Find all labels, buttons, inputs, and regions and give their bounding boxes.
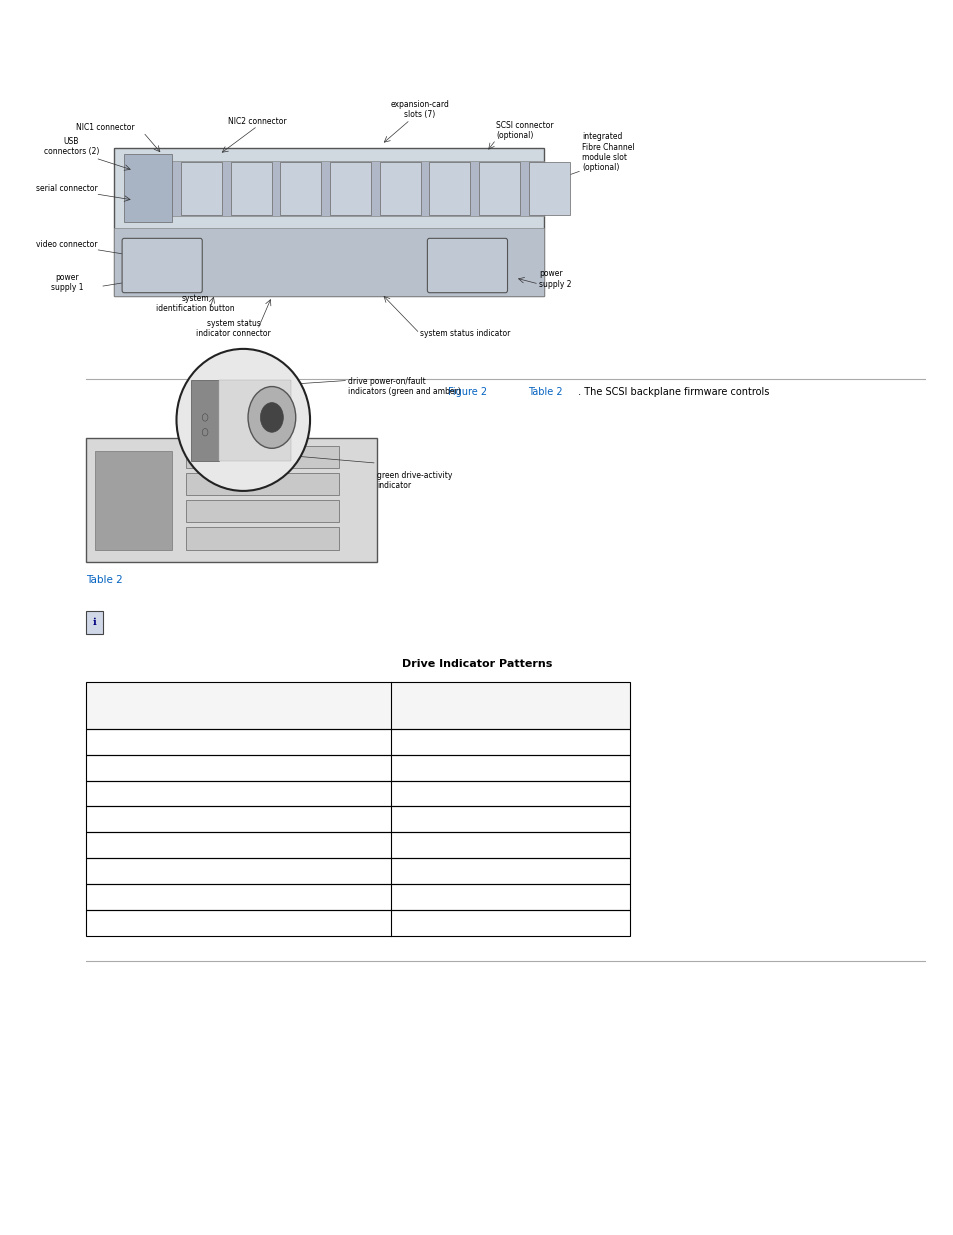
- Bar: [114, 228, 543, 296]
- Bar: [86, 781, 629, 806]
- Circle shape: [248, 387, 295, 448]
- Bar: [86, 682, 629, 729]
- Text: Drive Indicator Patterns: Drive Indicator Patterns: [401, 659, 552, 669]
- Text: expansion-card
slots (7): expansion-card slots (7): [390, 100, 449, 120]
- Bar: [478, 162, 519, 215]
- Text: power
supply 2: power supply 2: [538, 269, 571, 289]
- FancyBboxPatch shape: [427, 238, 507, 293]
- Bar: [191, 380, 219, 461]
- Bar: [86, 884, 629, 910]
- Bar: [86, 729, 629, 755]
- Text: SCSI connector
(optional): SCSI connector (optional): [496, 121, 553, 141]
- Bar: [86, 755, 629, 781]
- Bar: [95, 451, 172, 550]
- Bar: [86, 611, 103, 634]
- Bar: [86, 755, 629, 781]
- Bar: [86, 858, 629, 884]
- Text: system status indicator: system status indicator: [419, 329, 510, 338]
- Text: system status
indicator connector: system status indicator connector: [196, 319, 271, 338]
- Bar: [86, 884, 629, 910]
- Text: video connector: video connector: [36, 240, 97, 249]
- Text: serial connector: serial connector: [36, 184, 97, 194]
- Circle shape: [202, 429, 208, 436]
- Bar: [86, 910, 629, 936]
- Bar: [379, 162, 420, 215]
- Text: ℹ: ℹ: [92, 618, 96, 627]
- FancyBboxPatch shape: [122, 238, 202, 293]
- Bar: [186, 446, 338, 468]
- Bar: [86, 438, 376, 562]
- Text: drive power-on/fault
indicators (green and amber): drive power-on/fault indicators (green a…: [348, 377, 460, 396]
- Bar: [181, 162, 222, 215]
- Bar: [86, 729, 629, 755]
- Bar: [86, 858, 629, 884]
- Bar: [181, 435, 267, 445]
- Ellipse shape: [176, 348, 310, 492]
- Bar: [86, 806, 629, 832]
- Bar: [86, 910, 629, 936]
- Bar: [86, 682, 629, 729]
- Text: NIC1 connector: NIC1 connector: [75, 122, 134, 132]
- Bar: [124, 154, 172, 222]
- Bar: [86, 832, 629, 858]
- Bar: [114, 148, 543, 296]
- Bar: [231, 162, 272, 215]
- Text: system
identification button: system identification button: [156, 294, 234, 314]
- Text: Table 2: Table 2: [86, 576, 123, 585]
- Text: power
supply 1: power supply 1: [51, 273, 83, 293]
- Bar: [186, 500, 338, 522]
- Bar: [186, 473, 338, 495]
- Bar: [86, 806, 629, 832]
- Bar: [219, 380, 291, 461]
- Text: Figure 2: Figure 2: [448, 388, 487, 398]
- Text: USB
connectors (2): USB connectors (2): [44, 137, 99, 157]
- Bar: [280, 162, 321, 215]
- Bar: [86, 781, 629, 806]
- Bar: [429, 162, 470, 215]
- Bar: [162, 161, 543, 216]
- Circle shape: [260, 403, 283, 432]
- Bar: [528, 162, 569, 215]
- Bar: [330, 162, 371, 215]
- Circle shape: [202, 414, 208, 421]
- Text: NIC2 connector: NIC2 connector: [228, 116, 287, 126]
- Text: Table 2: Table 2: [527, 388, 561, 398]
- Text: integrated
Fibre Channel
module slot
(optional): integrated Fibre Channel module slot (op…: [581, 132, 634, 173]
- Text: green drive-activity
indicator: green drive-activity indicator: [376, 471, 452, 490]
- Bar: [186, 527, 338, 550]
- Bar: [86, 832, 629, 858]
- Text: . The SCSI backplane firmware controls: . The SCSI backplane firmware controls: [575, 388, 769, 398]
